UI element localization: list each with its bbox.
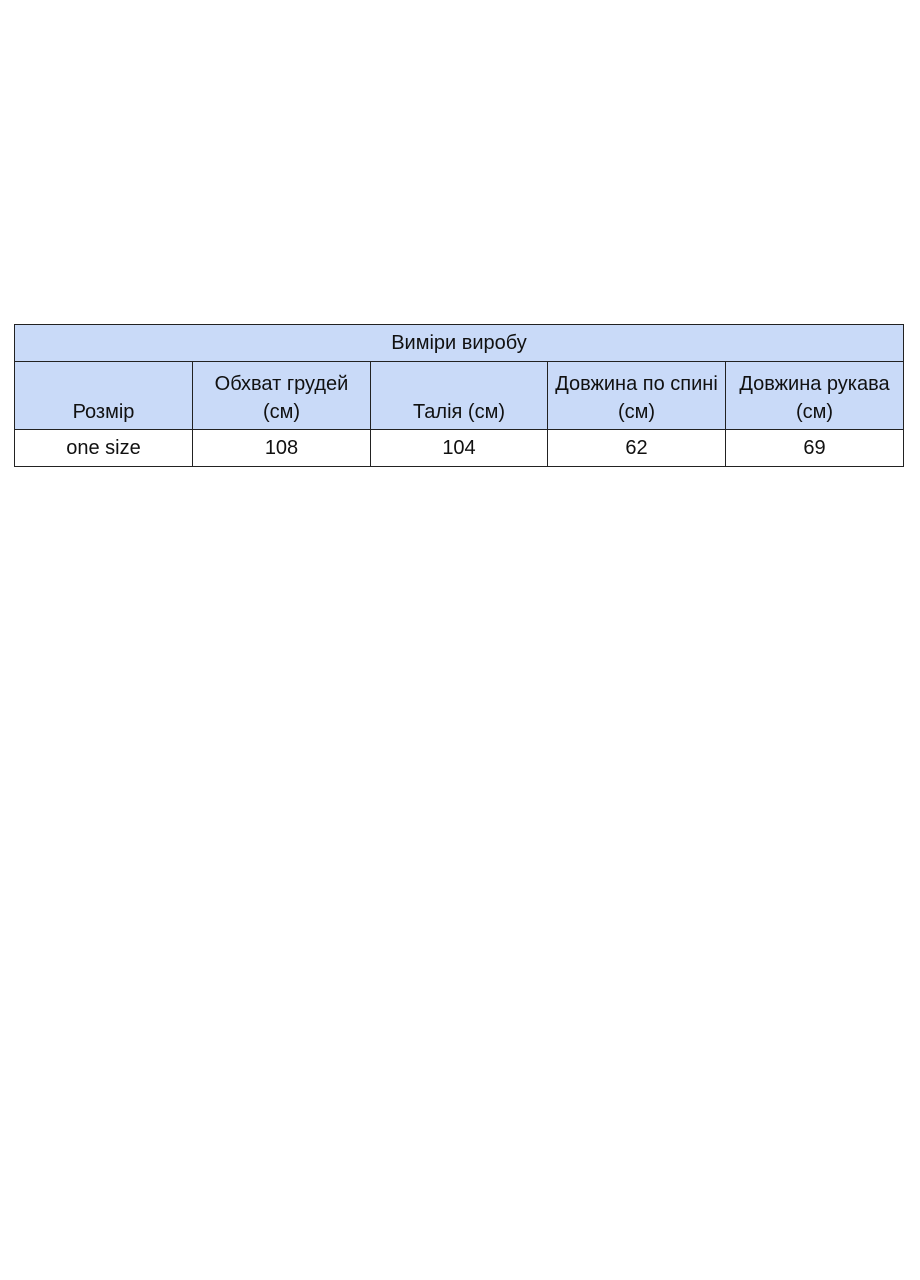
table-row: one size 108 104 62 69 <box>14 429 905 467</box>
table-title: Виміри виробу <box>13 324 905 362</box>
table-title-row: Виміри виробу <box>13 324 905 362</box>
cell-chest: 108 <box>192 429 371 467</box>
cell-back-length: 62 <box>547 429 726 467</box>
header-row: Розмір Обхват грудей (см) Талія (см) Дов… <box>14 361 905 430</box>
header-sleeve-length: Довжина рукава (см) <box>724 361 905 430</box>
cell-sleeve-length: 69 <box>724 429 905 467</box>
measurements-table: Виміри виробу Розмір Обхват грудей (см) … <box>13 324 905 467</box>
header-waist: Талія (см) <box>370 361 548 430</box>
header-chest: Обхват грудей (см) <box>192 361 371 430</box>
header-size: Розмір <box>14 361 193 430</box>
cell-size: one size <box>14 429 193 467</box>
header-back-length: Довжина по спині (см) <box>547 361 726 430</box>
cell-waist: 104 <box>370 429 548 467</box>
